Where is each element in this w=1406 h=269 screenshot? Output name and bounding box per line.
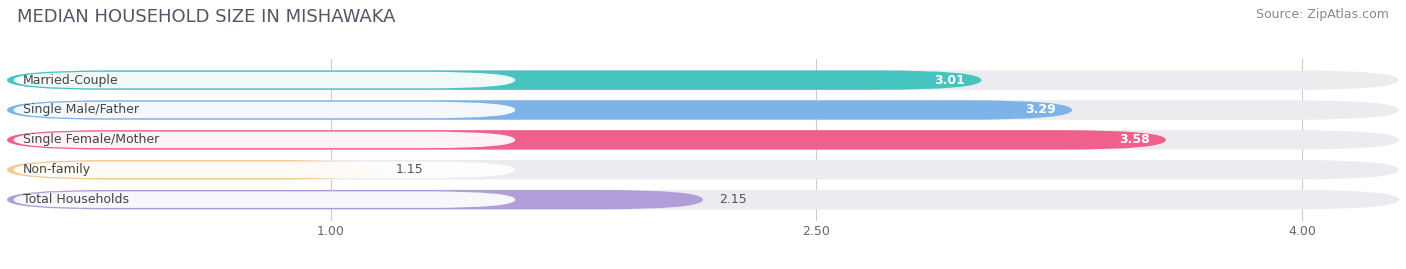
FancyBboxPatch shape (14, 132, 515, 148)
FancyBboxPatch shape (7, 70, 1399, 90)
FancyBboxPatch shape (7, 160, 1399, 179)
FancyBboxPatch shape (14, 102, 515, 118)
FancyBboxPatch shape (7, 100, 1071, 120)
FancyBboxPatch shape (7, 160, 380, 179)
Text: 3.58: 3.58 (1119, 133, 1150, 146)
Text: Single Female/Mother: Single Female/Mother (24, 133, 159, 146)
FancyBboxPatch shape (14, 192, 515, 208)
Text: Single Male/Father: Single Male/Father (24, 104, 139, 116)
Text: 3.01: 3.01 (935, 74, 965, 87)
Text: 3.29: 3.29 (1025, 104, 1056, 116)
Text: 1.15: 1.15 (395, 163, 423, 176)
Text: Source: ZipAtlas.com: Source: ZipAtlas.com (1256, 8, 1389, 21)
Text: Non-family: Non-family (24, 163, 91, 176)
FancyBboxPatch shape (14, 72, 515, 88)
FancyBboxPatch shape (7, 190, 703, 209)
Text: Total Households: Total Households (24, 193, 129, 206)
FancyBboxPatch shape (7, 190, 1399, 209)
FancyBboxPatch shape (7, 130, 1166, 150)
Text: Married-Couple: Married-Couple (24, 74, 120, 87)
FancyBboxPatch shape (7, 100, 1399, 120)
FancyBboxPatch shape (7, 130, 1399, 150)
Text: MEDIAN HOUSEHOLD SIZE IN MISHAWAKA: MEDIAN HOUSEHOLD SIZE IN MISHAWAKA (17, 8, 395, 26)
Text: 2.15: 2.15 (720, 193, 747, 206)
FancyBboxPatch shape (14, 161, 515, 178)
FancyBboxPatch shape (7, 70, 981, 90)
